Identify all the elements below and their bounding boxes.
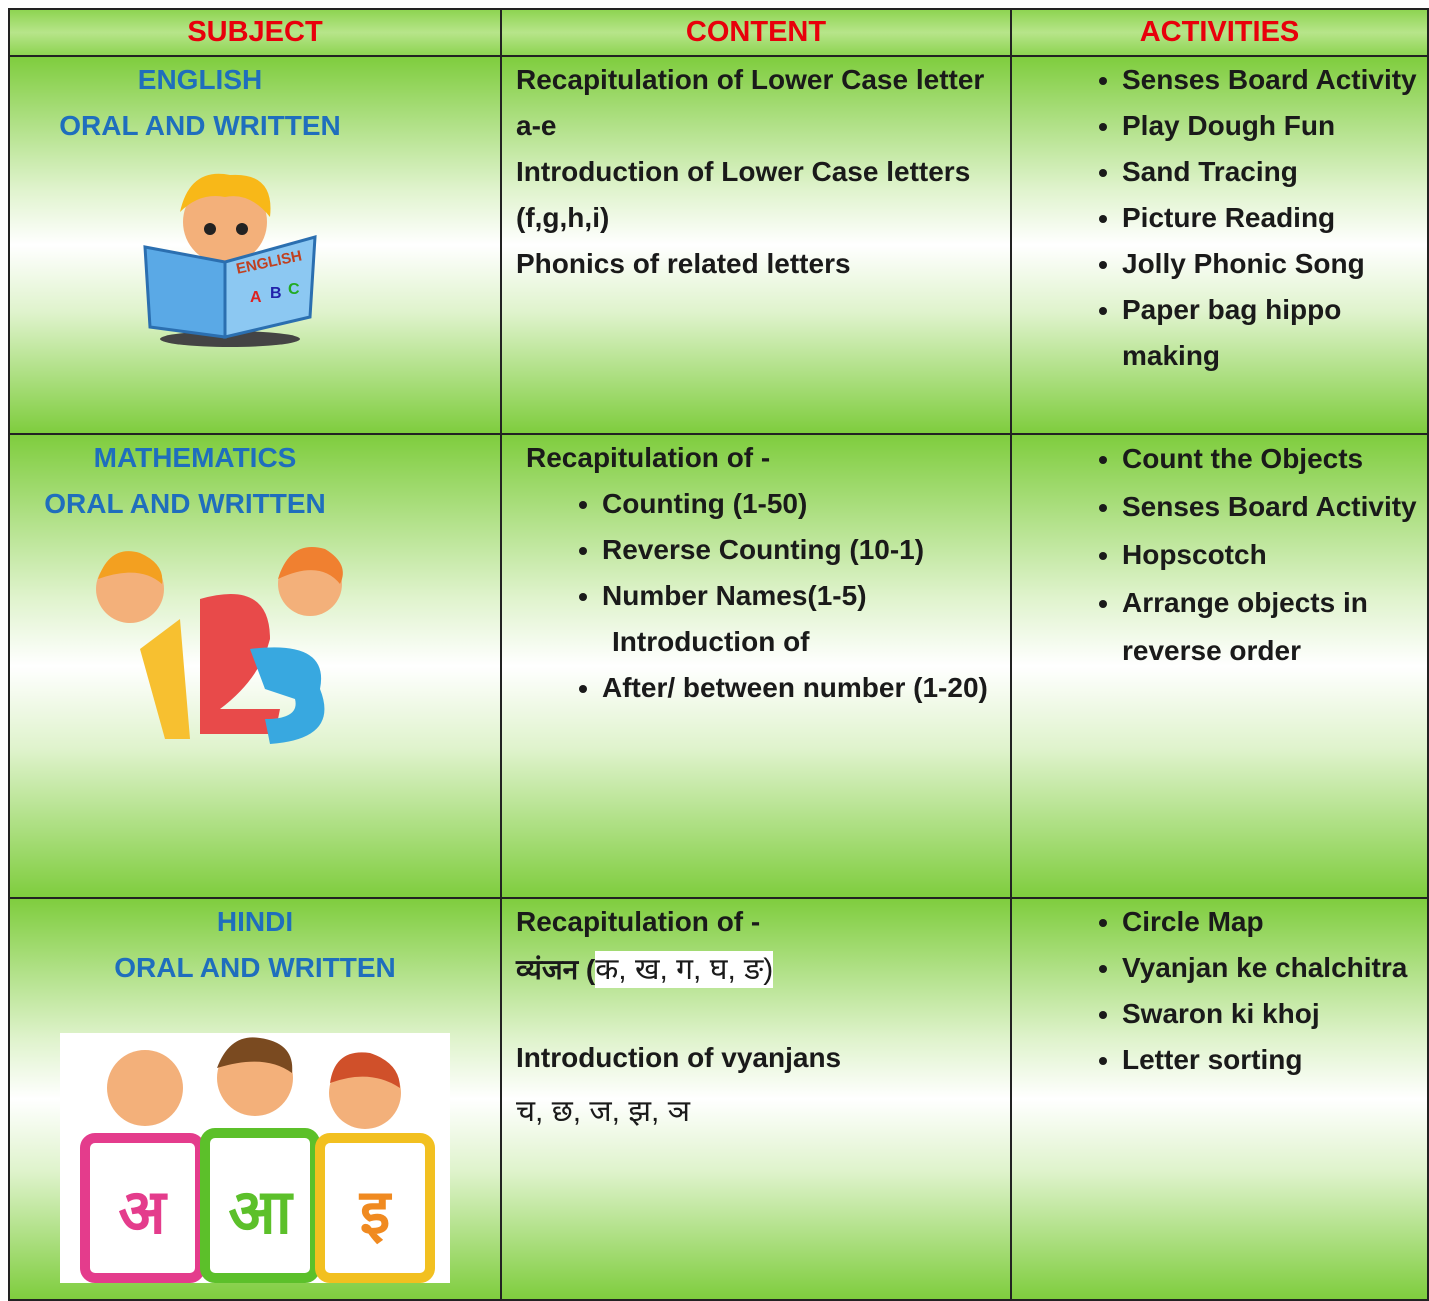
card-letter: आ <box>228 1178 294 1247</box>
content-bullet: Counting (1-50) <box>602 481 1010 527</box>
devanagari-letters: च, छ, ज, झ, ञ <box>516 1095 690 1128</box>
activity: Vyanjan ke chalchitra <box>1122 945 1427 991</box>
subject-cell: MATHEMATICS ORAL AND WRITTEN <box>8 433 502 899</box>
subject-title: ENGLISH <box>137 64 263 95</box>
content-bullet: Reverse Counting (10-1) <box>602 527 1010 573</box>
content-cell: Recapitulation of Lower Case letter a-e … <box>500 55 1012 435</box>
header-cell: CONTENT <box>500 8 1012 57</box>
activity: Paper bag hippo making <box>1122 287 1427 379</box>
subject-title: HINDI <box>216 906 294 937</box>
english-image: ENGLISH A B C <box>143 173 317 347</box>
content-line: Introduction of <box>612 626 810 657</box>
book-letter: A <box>250 289 262 306</box>
activity: Sand Tracing <box>1122 149 1427 195</box>
content-bullet: After/ between number (1-20) <box>602 665 1010 711</box>
activity: Jolly Phonic Song <box>1122 241 1427 287</box>
activities-cell: Senses Board Activity Play Dough Fun San… <box>1010 55 1429 435</box>
card-letter: इ <box>359 1178 393 1247</box>
content-line: Phonics of related letters <box>516 248 851 279</box>
hindi-image: अ आ इ <box>60 1033 450 1283</box>
activity: Arrange objects in reverse order <box>1122 579 1427 675</box>
content-line: Introduction of vyanjans <box>516 1042 842 1073</box>
curriculum-table: SUBJECT CONTENT ACTIVITIES ENGLISH ORAL … <box>8 8 1429 1301</box>
content-list: Counting (1-50) Reverse Counting (10-1) … <box>502 481 1010 619</box>
content-line: Recapitulation of - <box>526 442 771 473</box>
activities-cell: Count the Objects Senses Board Activity … <box>1010 433 1429 899</box>
header-cell: SUBJECT <box>8 8 502 57</box>
subject-cell: ENGLISH ORAL AND WRITTEN ENGLISH A B C <box>8 55 502 435</box>
activities-list: Senses Board Activity Play Dough Fun San… <box>1012 57 1427 379</box>
header-cell: ACTIVITIES <box>1010 8 1429 57</box>
content-line: Recapitulation of - <box>516 906 761 937</box>
activity: Letter sorting <box>1122 1037 1427 1083</box>
card-letter: अ <box>118 1178 168 1247</box>
activity: Swaron ki khoj <box>1122 991 1427 1037</box>
subject-subtitle: ORAL AND WRITTEN <box>44 488 326 519</box>
row: MATHEMATICS ORAL AND WRITTEN Recapitulat… <box>8 433 1429 899</box>
subject-title: MATHEMATICS <box>93 442 297 473</box>
content-line: Introduction of Lower Case letters (f,g,… <box>516 156 971 233</box>
row: ENGLISH ORAL AND WRITTEN ENGLISH A B C R… <box>8 55 1429 435</box>
activity: Senses Board Activity <box>1122 57 1427 103</box>
content-line: व्यंजन (क, ख, ग, घ, ङ) <box>516 947 996 993</box>
activities-cell: Circle Map Vyanjan ke chalchitra Swaron … <box>1010 897 1429 1301</box>
activities-list: Count the Objects Senses Board Activity … <box>1012 435 1427 675</box>
subject-cell: HINDI ORAL AND WRITTEN अ आ इ <box>8 897 502 1301</box>
activity: Circle Map <box>1122 899 1427 945</box>
content-line: Recapitulation of Lower Case letter a-e <box>516 64 985 141</box>
activity: Picture Reading <box>1122 195 1427 241</box>
subject-subtitle: ORAL AND WRITTEN <box>114 952 396 983</box>
content-cell: Recapitulation of - व्यंजन (क, ख, ग, घ, … <box>500 897 1012 1301</box>
math-image <box>96 547 343 744</box>
devanagari-letters: क, ख, ग, घ, ङ) <box>595 951 774 988</box>
book-letter: C <box>288 281 300 298</box>
devanagari-label: व्यंजन ( <box>516 954 596 985</box>
content-bullet: Number Names(1-5) <box>602 573 1010 619</box>
header-row: SUBJECT CONTENT ACTIVITIES <box>8 8 1429 57</box>
content-list: After/ between number (1-20) <box>502 665 1010 711</box>
activity: Count the Objects <box>1122 435 1427 483</box>
content-cell: Recapitulation of - Counting (1-50) Reve… <box>500 433 1012 899</box>
activity: Play Dough Fun <box>1122 103 1427 149</box>
activity: Senses Board Activity <box>1122 483 1427 531</box>
book-letter: B <box>270 285 282 302</box>
activities-list: Circle Map Vyanjan ke chalchitra Swaron … <box>1012 899 1427 1083</box>
row: HINDI ORAL AND WRITTEN अ आ इ Recapitulat… <box>8 897 1429 1301</box>
subject-subtitle: ORAL AND WRITTEN <box>59 110 341 141</box>
activity: Hopscotch <box>1122 531 1427 579</box>
